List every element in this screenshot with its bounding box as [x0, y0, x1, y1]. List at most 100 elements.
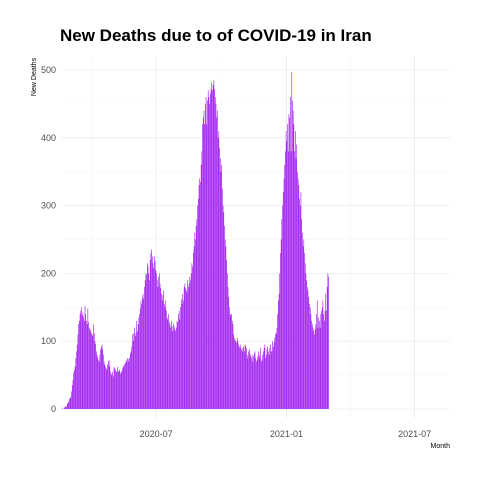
bar — [125, 362, 126, 409]
bar — [64, 407, 65, 409]
bar — [320, 314, 322, 409]
bar — [166, 317, 168, 409]
bar — [72, 379, 74, 409]
bar — [281, 219, 283, 409]
bar — [298, 185, 300, 409]
bar — [292, 110, 294, 410]
bar — [221, 164, 222, 409]
bar — [114, 368, 116, 409]
bar — [74, 369, 75, 409]
bar — [243, 346, 244, 409]
bar — [107, 364, 108, 409]
bar — [283, 178, 285, 409]
bar — [246, 347, 247, 409]
bar — [195, 225, 197, 409]
bar — [139, 314, 140, 409]
bar — [285, 131, 287, 409]
bar — [227, 273, 228, 409]
bar — [62, 407, 63, 409]
bar — [220, 171, 222, 409]
bar — [168, 322, 170, 409]
bar — [259, 357, 261, 409]
bar — [115, 369, 116, 409]
bar — [210, 88, 212, 409]
bar — [180, 299, 182, 409]
x-tick-label: 2020-07 — [140, 429, 173, 439]
bar — [316, 300, 318, 409]
bar — [225, 246, 227, 409]
bar — [258, 354, 260, 409]
bar — [169, 324, 171, 409]
bar — [273, 342, 275, 409]
bar — [321, 307, 323, 409]
bar — [229, 314, 231, 409]
bar — [117, 366, 118, 409]
bar — [174, 329, 176, 409]
bar — [86, 324, 88, 409]
bar — [234, 337, 235, 409]
x-tick-label: 2021-07 — [398, 429, 431, 439]
bar — [203, 110, 205, 410]
bar — [292, 100, 293, 409]
bar — [134, 327, 135, 409]
bar — [290, 97, 291, 410]
bar — [105, 366, 106, 409]
bar — [168, 314, 169, 409]
bar — [195, 239, 196, 409]
bar — [277, 314, 278, 409]
bar — [133, 333, 135, 409]
bar — [291, 72, 293, 409]
bar — [311, 320, 312, 409]
bar — [165, 300, 167, 409]
bar — [119, 369, 121, 409]
bar — [268, 351, 269, 409]
bar — [280, 253, 281, 409]
bar — [70, 396, 72, 409]
bar — [267, 346, 268, 409]
bar — [284, 164, 285, 409]
bar — [100, 346, 102, 409]
bar — [108, 361, 109, 409]
bar — [247, 358, 249, 409]
bar — [132, 341, 134, 409]
bar — [205, 103, 206, 410]
bar — [108, 360, 110, 409]
bar — [68, 401, 70, 409]
bar — [309, 307, 311, 409]
bar — [297, 178, 299, 409]
bar — [326, 310, 327, 409]
bar — [235, 341, 237, 409]
bar — [304, 263, 306, 409]
bar — [256, 360, 258, 409]
bar — [251, 358, 252, 409]
bar — [184, 283, 186, 409]
bar — [230, 315, 232, 409]
bar — [222, 188, 223, 409]
x-axis-title: Month — [431, 443, 451, 450]
bar — [83, 320, 85, 409]
bar — [79, 314, 81, 409]
bar — [207, 100, 208, 409]
bar — [197, 198, 199, 409]
bar — [153, 267, 155, 409]
bar — [262, 354, 264, 409]
bar — [276, 327, 278, 409]
bar — [105, 368, 107, 409]
bar — [125, 360, 127, 409]
bar — [270, 344, 271, 409]
bar — [154, 256, 155, 409]
bar — [249, 353, 251, 409]
bar — [318, 317, 319, 409]
bar — [293, 124, 295, 410]
bar — [309, 303, 310, 409]
bar — [66, 406, 67, 409]
bar — [302, 246, 304, 409]
bar — [154, 261, 156, 409]
bar — [234, 339, 236, 409]
bar — [127, 358, 129, 409]
bar — [65, 406, 67, 409]
bar — [274, 337, 276, 409]
bar — [87, 308, 89, 409]
